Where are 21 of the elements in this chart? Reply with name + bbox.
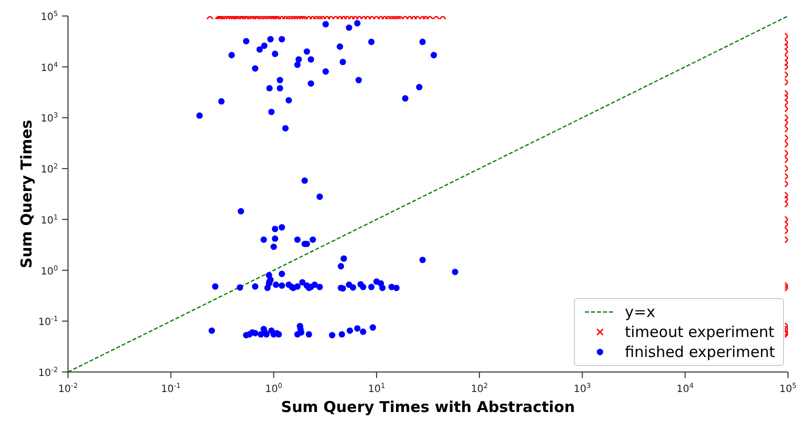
y-axis-title: Sum Query Times xyxy=(17,120,36,268)
legend-label: timeout experiment xyxy=(624,322,774,342)
y-tick-label: 10$^{0}$ xyxy=(40,264,58,278)
x-axis-title: Sum Query Times with Abstraction xyxy=(281,398,575,416)
y-tick-label: 10$^{-2}$ xyxy=(38,366,58,379)
x-tick-label: 10$^{4}$ xyxy=(676,382,694,395)
x-tick-label: 10$^{2}$ xyxy=(470,382,488,395)
legend-label: finished experiment xyxy=(624,342,775,362)
y-tick-label: 10$^{2}$ xyxy=(40,162,58,176)
x-tick-label: 10$^{0}$ xyxy=(265,382,282,395)
x-tick-label: 10$^{3}$ xyxy=(574,382,591,395)
y-tick-label: 10$^{5}$ xyxy=(40,10,58,23)
x-tick-label: 10$^{-1}$ xyxy=(161,382,181,395)
y-tick-label: 10$^{-1}$ xyxy=(38,315,58,328)
x-tick-label: 10$^{5}$ xyxy=(779,382,797,395)
legend-label: y=x xyxy=(624,302,656,322)
y-tick-label: 10$^{3}$ xyxy=(40,112,58,125)
y-tick-label: 10$^{4}$ xyxy=(40,60,59,74)
y-tick-label: 10$^{1}$ xyxy=(40,213,58,226)
x-tick-label: 10$^{-2}$ xyxy=(58,382,78,395)
x-tick-label: 10$^{1}$ xyxy=(368,382,386,395)
